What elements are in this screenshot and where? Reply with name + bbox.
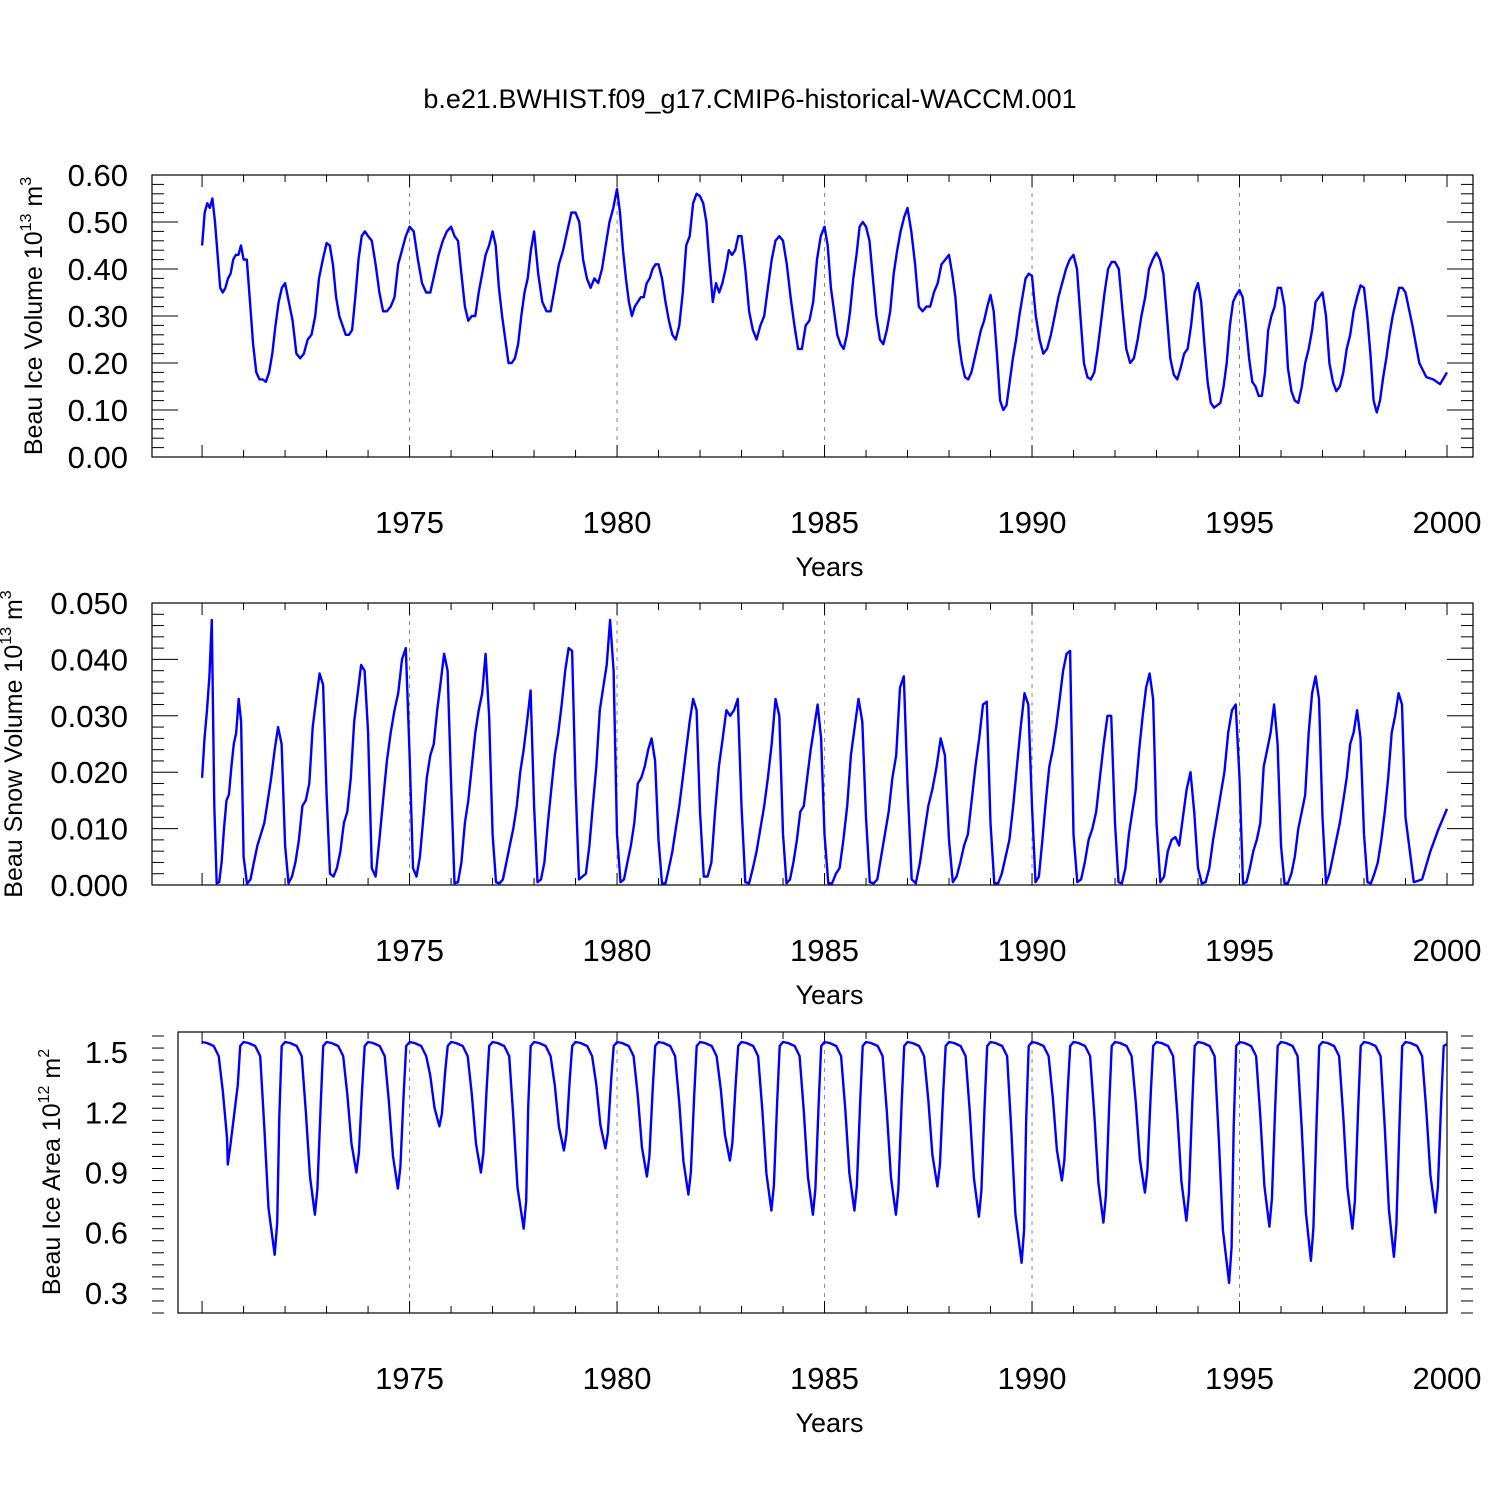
y-tick-label: 0.050: [50, 586, 128, 621]
y-tick-label: 0.60: [68, 158, 128, 193]
x-tick-label: 1990: [998, 1361, 1067, 1396]
x-tick-label: 2000: [1413, 1361, 1482, 1396]
series-line-ice-volume: [200, 187, 1449, 414]
x-tick-label: 1995: [1205, 1361, 1274, 1396]
x-tick-label: 1980: [583, 505, 652, 540]
y-tick-label: 0.10: [68, 393, 128, 428]
x-tick-label: 1975: [375, 1361, 444, 1396]
x-axis-label: Years: [795, 980, 863, 1010]
x-tick-label: 1975: [375, 933, 444, 968]
y-tick-label: 0.6: [85, 1216, 128, 1251]
x-axis-label: Years: [795, 552, 863, 582]
plot-frame: [151, 602, 1474, 886]
x-tick-label: 1985: [790, 933, 859, 968]
x-tick-label: 1995: [1205, 933, 1274, 968]
x-tick-label: 1980: [583, 1361, 652, 1396]
x-tick-label: 2000: [1413, 505, 1482, 540]
y-tick-label: 0.010: [50, 812, 128, 847]
y-tick-label: 0.40: [68, 252, 128, 287]
y-tick-label: 0.030: [50, 699, 128, 734]
y-tick-label: 0.3: [85, 1276, 128, 1311]
x-tick-label: 1990: [998, 505, 1067, 540]
plot-frame: [151, 174, 1474, 458]
panel-snow-volume: 0.000 0.010 0.020 0.030 0.040 0.050 1975 1980 19…: [0, 586, 1481, 1010]
y-tick-label: 0.00: [68, 440, 128, 475]
x-tick-label: 1990: [998, 933, 1067, 968]
x-tick-label: 1995: [1205, 505, 1274, 540]
y-tick-label: 1.5: [85, 1035, 128, 1070]
y-axis-label: Beau Ice Area 1012 m2: [36, 1049, 66, 1295]
series-line-ice-area: [201, 1040, 1448, 1285]
chart-title: b.e21.BWHIST.f09_g17.CMIP6-historical-WA…: [423, 84, 1077, 114]
y-tick-label: 0.20: [68, 346, 128, 381]
y-axis-label: Beau Ice Volume 1013 m3: [18, 177, 48, 455]
x-tick-label: 1985: [790, 505, 859, 540]
y-tick-label: 0.000: [50, 868, 128, 903]
x-axis-label: Years: [795, 1408, 863, 1438]
x-tick-label: 1985: [790, 1361, 859, 1396]
y-tick-label: 0.9: [85, 1156, 128, 1191]
y-tick-label: 1.2: [85, 1095, 128, 1130]
y-tick-label: 0.30: [68, 299, 128, 334]
y-tick-label: 0.50: [68, 205, 128, 240]
x-tick-label: 2000: [1413, 933, 1482, 968]
series-line-snow-volume: [200, 618, 1449, 886]
y-axis-label: Beau Snow Volume 1013 m3: [0, 590, 28, 898]
plot-frame: [177, 1031, 1448, 1314]
panel-ice-area: 0.3 0.6 0.9 1.2 1.5 1975 1980 1985 1990 1995 2000 Y…: [36, 1031, 1482, 1438]
y-tick-label: 0.040: [50, 642, 128, 677]
panel-ice-volume: 0.00 0.10 0.20 0.30 0.40 0.50 0.60 1975 1980 1985…: [18, 158, 1481, 582]
x-tick-label: 1975: [375, 505, 444, 540]
y-tick-label: 0.020: [50, 755, 128, 790]
x-tick-label: 1980: [583, 933, 652, 968]
